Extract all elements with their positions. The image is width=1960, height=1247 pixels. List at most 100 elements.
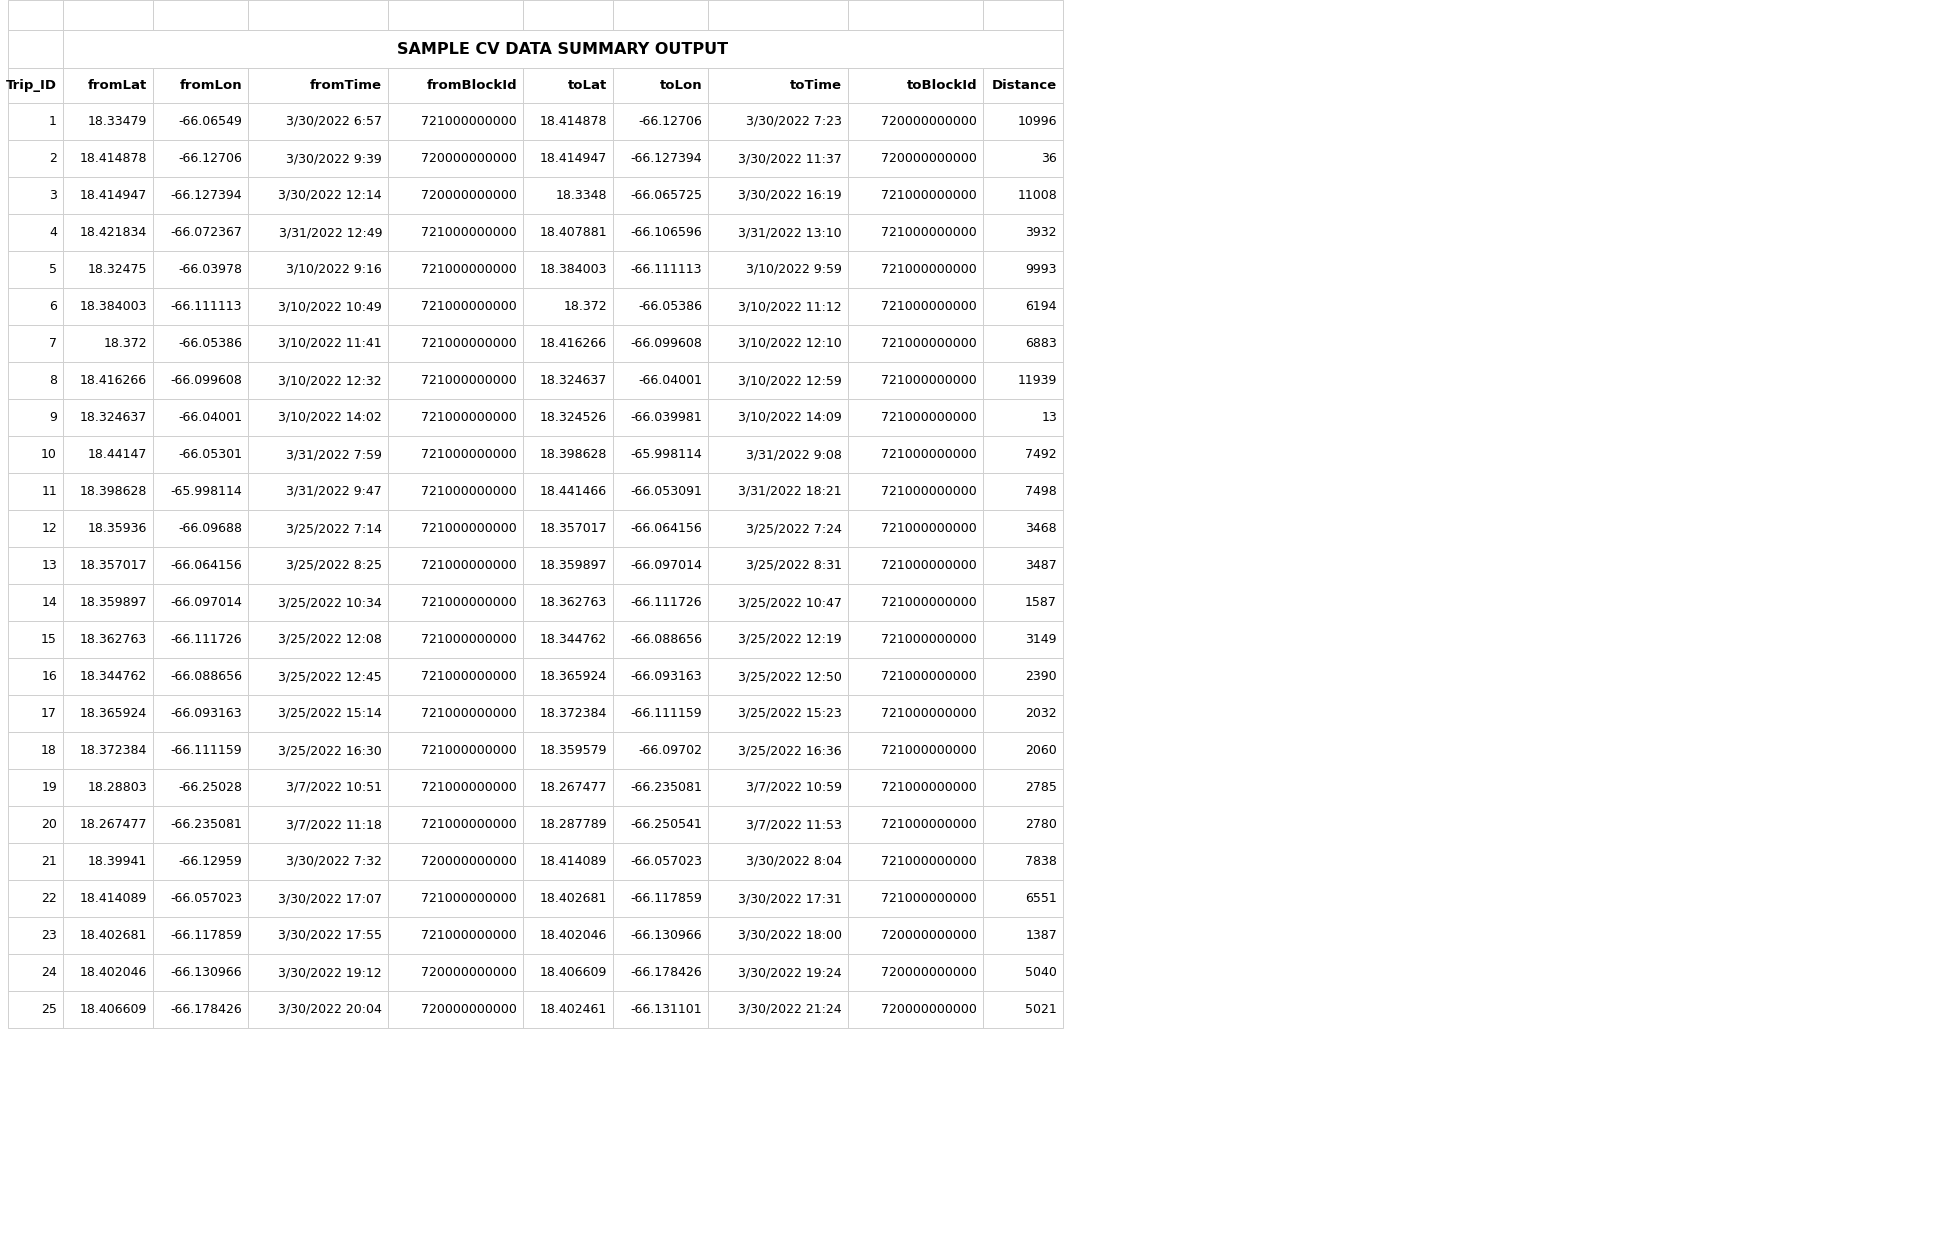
Bar <box>388 214 523 251</box>
Bar <box>984 510 1062 547</box>
Bar <box>523 140 613 177</box>
Text: 22: 22 <box>41 892 57 905</box>
Bar <box>613 69 708 104</box>
Text: 18.44147: 18.44147 <box>88 448 147 461</box>
Text: -66.06549: -66.06549 <box>178 115 241 128</box>
Text: 3468: 3468 <box>1025 522 1056 535</box>
Bar <box>523 510 613 547</box>
Bar <box>708 510 849 547</box>
Text: 720000000000: 720000000000 <box>882 115 976 128</box>
Text: 7: 7 <box>49 337 57 350</box>
Text: 18.28803: 18.28803 <box>88 781 147 794</box>
Bar <box>249 806 388 843</box>
Bar <box>708 251 849 288</box>
Text: Trip_ID: Trip_ID <box>6 79 57 92</box>
Bar <box>249 177 388 214</box>
Bar <box>984 288 1062 325</box>
Text: 12: 12 <box>41 522 57 535</box>
Text: 3/30/2022 18:00: 3/30/2022 18:00 <box>739 929 843 941</box>
Bar <box>613 473 708 510</box>
Text: 18.441466: 18.441466 <box>539 485 608 498</box>
Text: 721000000000: 721000000000 <box>882 374 976 387</box>
Text: 18.267477: 18.267477 <box>80 818 147 831</box>
Bar <box>63 251 153 288</box>
Text: -66.131101: -66.131101 <box>631 1003 702 1016</box>
Bar <box>63 69 153 104</box>
Text: -66.05386: -66.05386 <box>178 337 241 350</box>
Bar <box>613 732 708 769</box>
Bar <box>849 140 984 177</box>
Bar <box>708 69 849 104</box>
Bar <box>613 806 708 843</box>
Bar <box>63 177 153 214</box>
Bar <box>613 991 708 1028</box>
Bar <box>613 547 708 584</box>
Bar <box>984 0 1062 30</box>
Bar <box>249 251 388 288</box>
Text: 1587: 1587 <box>1025 596 1056 609</box>
Bar <box>984 214 1062 251</box>
Bar <box>8 917 63 954</box>
Bar <box>523 917 613 954</box>
Bar <box>708 732 849 769</box>
Text: 720000000000: 720000000000 <box>421 190 517 202</box>
Text: toLat: toLat <box>568 79 608 92</box>
Text: 18.344762: 18.344762 <box>539 633 608 646</box>
Text: 2780: 2780 <box>1025 818 1056 831</box>
Text: 3/25/2022 15:14: 3/25/2022 15:14 <box>278 707 382 720</box>
Bar <box>63 547 153 584</box>
Text: 3/30/2022 19:12: 3/30/2022 19:12 <box>278 966 382 979</box>
Bar <box>849 621 984 658</box>
Bar <box>613 251 708 288</box>
Text: -66.088656: -66.088656 <box>171 670 241 683</box>
Text: 3/10/2022 9:59: 3/10/2022 9:59 <box>747 263 843 276</box>
Bar <box>249 843 388 880</box>
Text: 18.414878: 18.414878 <box>80 152 147 165</box>
Text: 3/30/2022 17:55: 3/30/2022 17:55 <box>278 929 382 941</box>
Bar <box>613 510 708 547</box>
Text: -66.097014: -66.097014 <box>629 559 702 572</box>
Bar <box>523 695 613 732</box>
Text: 23: 23 <box>41 929 57 941</box>
Bar <box>984 473 1062 510</box>
Bar <box>249 69 388 104</box>
Bar <box>523 69 613 104</box>
Bar <box>613 621 708 658</box>
Bar <box>984 177 1062 214</box>
Bar <box>63 584 153 621</box>
Text: fromLon: fromLon <box>180 79 241 92</box>
Text: 3/25/2022 16:36: 3/25/2022 16:36 <box>739 744 843 757</box>
Bar <box>153 0 249 30</box>
Text: -66.250541: -66.250541 <box>629 818 702 831</box>
Bar <box>849 214 984 251</box>
Bar <box>249 732 388 769</box>
Text: 18.414878: 18.414878 <box>539 115 608 128</box>
Text: 721000000000: 721000000000 <box>882 596 976 609</box>
Text: -66.093163: -66.093163 <box>171 707 241 720</box>
Bar <box>63 769 153 806</box>
Bar <box>708 584 849 621</box>
Bar <box>984 954 1062 991</box>
Text: -66.04001: -66.04001 <box>639 374 702 387</box>
Text: 3/10/2022 12:59: 3/10/2022 12:59 <box>739 374 843 387</box>
Text: 721000000000: 721000000000 <box>882 190 976 202</box>
Text: 6: 6 <box>49 301 57 313</box>
Text: 11: 11 <box>41 485 57 498</box>
Bar <box>613 214 708 251</box>
Bar <box>153 104 249 140</box>
Text: 721000000000: 721000000000 <box>882 301 976 313</box>
Text: 3/30/2022 7:32: 3/30/2022 7:32 <box>286 855 382 868</box>
Text: SAMPLE CV DATA SUMMARY OUTPUT: SAMPLE CV DATA SUMMARY OUTPUT <box>398 41 729 56</box>
Text: 18.372384: 18.372384 <box>539 707 608 720</box>
Bar <box>8 30 63 69</box>
Text: 721000000000: 721000000000 <box>882 818 976 831</box>
Bar <box>613 436 708 473</box>
Text: 20: 20 <box>41 818 57 831</box>
Bar <box>708 288 849 325</box>
Text: 3/25/2022 7:24: 3/25/2022 7:24 <box>747 522 843 535</box>
Bar <box>708 547 849 584</box>
Bar <box>153 510 249 547</box>
Text: 14: 14 <box>41 596 57 609</box>
Bar <box>153 806 249 843</box>
Text: 5021: 5021 <box>1025 1003 1056 1016</box>
